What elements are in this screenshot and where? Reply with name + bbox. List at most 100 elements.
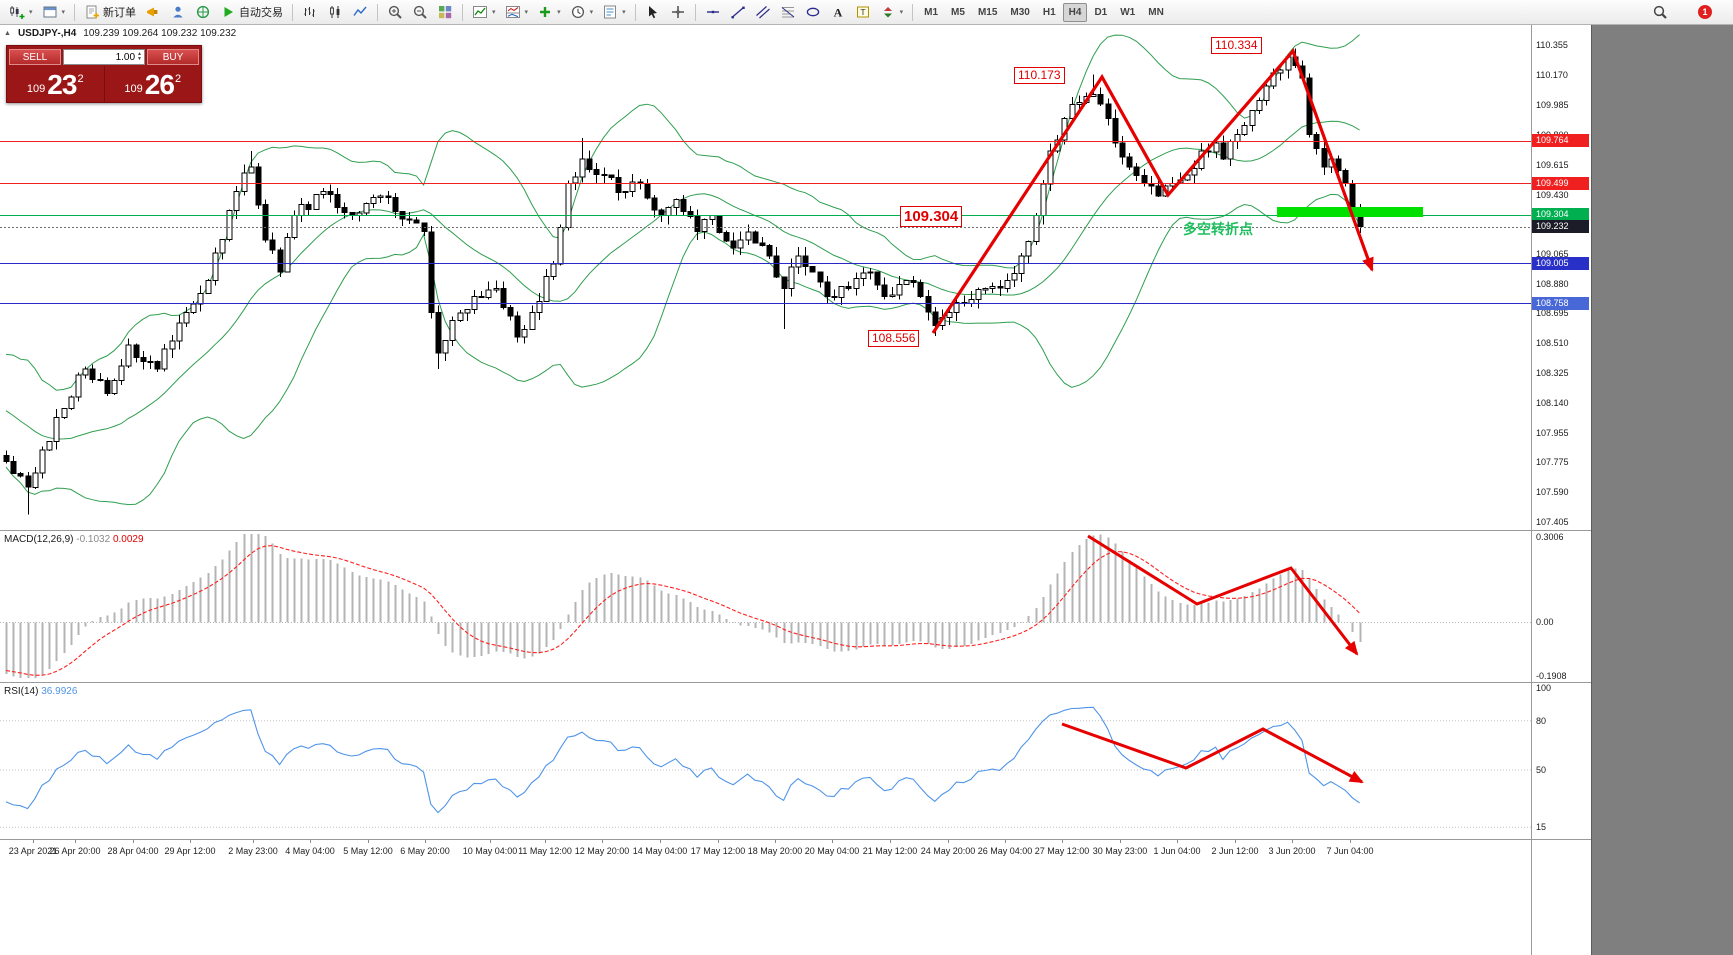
autotrade-button[interactable]: 自动交易 bbox=[216, 2, 287, 23]
price-scale-label: 109.985 bbox=[1536, 100, 1569, 110]
buy-button[interactable]: BUY bbox=[147, 49, 199, 65]
new-chart-button[interactable]: ▾ bbox=[5, 2, 37, 23]
price-annotation[interactable]: 109.304 bbox=[900, 206, 963, 227]
zoom-in-button[interactable] bbox=[383, 2, 407, 23]
timeframe-h4-button[interactable]: H4 bbox=[1062, 2, 1088, 22]
dropdown-caret-icon[interactable]: ▾ bbox=[524, 9, 529, 16]
timeframe-h1-button[interactable]: H1 bbox=[1037, 3, 1062, 22]
cursor-icon bbox=[645, 4, 661, 20]
profiles-button[interactable]: ▾ bbox=[38, 2, 70, 23]
timeframe-m5-button[interactable]: M5 bbox=[945, 3, 971, 22]
price-chart-canvas[interactable] bbox=[0, 25, 1531, 530]
time-axis-label: 1 Jun 04:00 bbox=[1153, 846, 1201, 856]
community-button[interactable] bbox=[191, 2, 215, 23]
macd-name: MACD(12,26,9) bbox=[4, 534, 74, 545]
timeframe-d1-button[interactable]: D1 bbox=[1088, 3, 1113, 22]
search-button[interactable] bbox=[1648, 2, 1672, 23]
label-tool-button[interactable]: T bbox=[851, 2, 875, 23]
volume-value[interactable]: 1.00 bbox=[115, 51, 136, 63]
panel-separator[interactable] bbox=[0, 530, 1591, 531]
price-annotation[interactable]: 110.173 bbox=[1014, 67, 1065, 84]
rsi-canvas[interactable] bbox=[0, 682, 1531, 839]
templates-button[interactable]: ▾ bbox=[598, 2, 630, 23]
sell-button[interactable]: SELL bbox=[9, 49, 61, 65]
time-axis-label: 2 May 23:00 bbox=[228, 846, 278, 856]
panel-separator[interactable] bbox=[0, 682, 1591, 683]
rsi-panel[interactable]: RSI(14) 36.9926 bbox=[0, 682, 1531, 839]
person-icon bbox=[170, 4, 186, 20]
autotrade-label: 自动交易 bbox=[239, 7, 284, 19]
trend-icon bbox=[730, 4, 746, 20]
zoom-out-button[interactable] bbox=[408, 2, 432, 23]
add-indicator-button[interactable]: ▾ bbox=[533, 2, 565, 23]
time-axis-tick bbox=[1120, 839, 1121, 843]
play-icon bbox=[220, 4, 236, 20]
horizontal-level-lines[interactable] bbox=[0, 141, 1531, 304]
dropdown-caret-icon[interactable]: ▾ bbox=[622, 9, 626, 16]
price-chart-panel[interactable]: ▲ USDJPY-,H4 109.239 109.264 109.232 109… bbox=[0, 25, 1531, 530]
price-scale-label: 108.695 bbox=[1536, 308, 1569, 318]
macd-trend-arrow[interactable] bbox=[1087, 534, 1359, 656]
dropdown-caret-icon[interactable]: ▾ bbox=[589, 9, 594, 16]
periods-button[interactable]: ▾ bbox=[566, 2, 598, 23]
timeframe-mn-button[interactable]: MN bbox=[1142, 3, 1170, 22]
panel-separator[interactable] bbox=[0, 839, 1591, 840]
volume-spin-buttons[interactable]: ▲ ▼ bbox=[137, 52, 142, 62]
note-annotation[interactable]: 多空转折点 bbox=[1183, 221, 1253, 237]
crosshair-icon bbox=[670, 4, 686, 20]
indicators-button[interactable]: ▾ bbox=[468, 2, 500, 23]
time-axis[interactable]: 23 Apr 2021 26 Apr 20:00 28 Apr 04:00 29 Ap… bbox=[0, 839, 1531, 867]
volume-up-icon[interactable]: ▲ bbox=[137, 51, 142, 57]
one-click-collapse-button[interactable]: ▲ bbox=[4, 30, 11, 37]
dropdown-caret-icon[interactable]: ▾ bbox=[492, 9, 496, 16]
shapes-tool-button[interactable] bbox=[801, 2, 825, 23]
macd-histogram bbox=[5, 534, 1362, 678]
hline-tool-button[interactable] bbox=[701, 2, 725, 23]
price-scale-label: 108.325 bbox=[1536, 368, 1569, 378]
timeframe-m1-button[interactable]: M1 bbox=[918, 3, 944, 22]
price-annotation[interactable]: 108.556 bbox=[868, 330, 920, 347]
time-axis-label: 26 Apr 20:00 bbox=[49, 846, 101, 856]
accounts-button[interactable] bbox=[166, 2, 190, 23]
chart-candles-button[interactable] bbox=[323, 2, 347, 23]
volume-down-icon[interactable]: ▼ bbox=[137, 56, 142, 62]
macd-canvas[interactable] bbox=[0, 530, 1531, 682]
timeframe-m30-button[interactable]: M30 bbox=[1004, 3, 1035, 22]
alerts-button[interactable] bbox=[141, 2, 165, 23]
time-axis-label: 4 May 04:00 bbox=[285, 846, 335, 856]
time-axis-label: 6 May 20:00 bbox=[400, 846, 450, 856]
channel-tool-button[interactable] bbox=[751, 2, 775, 23]
volume-stepper[interactable]: 1.00 ▲ ▼ bbox=[63, 49, 145, 65]
dropdown-caret-icon[interactable]: ▾ bbox=[557, 9, 561, 16]
clock-icon bbox=[570, 4, 586, 20]
timeframe-w1-button[interactable]: W1 bbox=[1114, 3, 1141, 22]
dropdown-caret-icon[interactable]: ▾ bbox=[899, 9, 904, 16]
tile-windows-button[interactable] bbox=[433, 2, 457, 23]
symbol-info-line: ▲ USDJPY-,H4 109.239 109.264 109.232 109… bbox=[4, 28, 236, 39]
text-tool-button[interactable]: A bbox=[826, 2, 850, 23]
cursor-button[interactable] bbox=[641, 2, 665, 23]
time-axis-label: 2 Jun 12:00 bbox=[1211, 846, 1259, 856]
price-scale[interactable]: 110.355110.170109.985109.800109.615109.4… bbox=[1531, 25, 1591, 955]
dropdown-caret-icon[interactable]: ▾ bbox=[61, 9, 66, 16]
rsi-trend-arrow[interactable] bbox=[1061, 722, 1364, 784]
price-trend-arrow[interactable] bbox=[931, 47, 1374, 334]
candles-icon bbox=[327, 4, 343, 20]
crosshair-button[interactable] bbox=[666, 2, 690, 23]
macd-panel[interactable]: MACD(12,26,9) -0.1032 0.0029 bbox=[0, 530, 1531, 682]
chart-line-button[interactable] bbox=[348, 2, 372, 23]
time-axis-label: 5 May 12:00 bbox=[343, 846, 393, 856]
arrows-tool-button[interactable]: ▾ bbox=[876, 2, 908, 23]
chart-bars-button[interactable] bbox=[298, 2, 322, 23]
trendline-tool-button[interactable] bbox=[726, 2, 750, 23]
price-annotation[interactable]: 110.334 bbox=[1211, 37, 1262, 54]
sell-price[interactable]: 109 23 2 bbox=[7, 66, 104, 102]
rsi-scale-label: 15 bbox=[1536, 822, 1547, 832]
notification-badge[interactable]: 1 bbox=[1698, 5, 1712, 19]
new-order-button[interactable]: 新订单 bbox=[80, 2, 140, 23]
fibonacci-tool-button[interactable] bbox=[776, 2, 800, 23]
dropdown-caret-icon[interactable]: ▾ bbox=[29, 9, 33, 16]
timeframe-m15-button[interactable]: M15 bbox=[972, 3, 1003, 22]
indicator-windows-button[interactable]: ▾ bbox=[501, 2, 533, 23]
buy-price[interactable]: 109 26 2 bbox=[105, 66, 202, 102]
